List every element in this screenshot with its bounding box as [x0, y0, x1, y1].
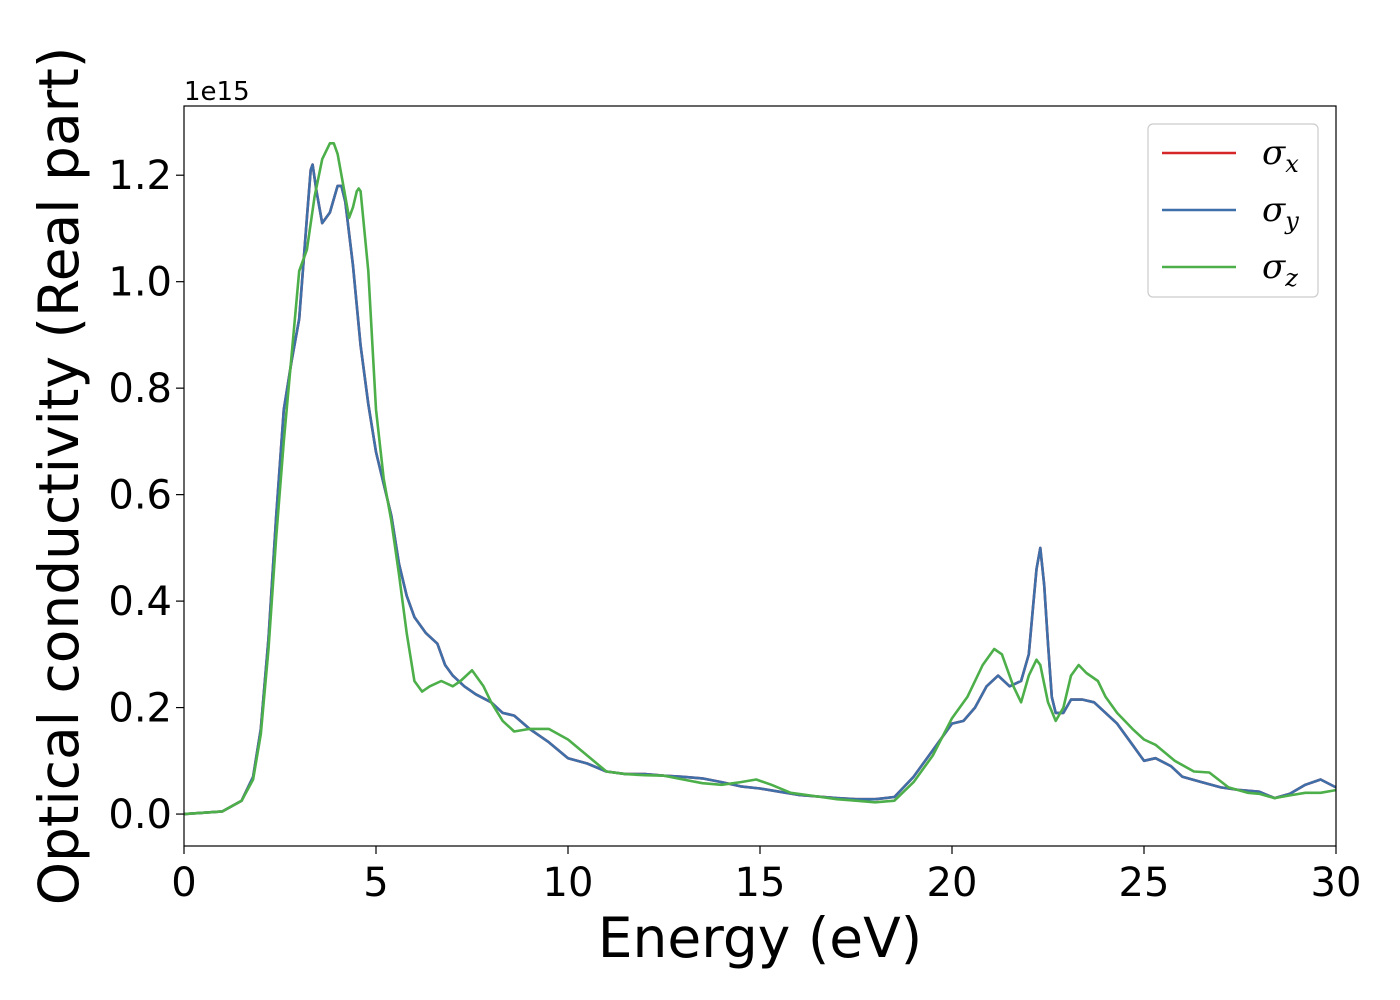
y-tick-label: 0.4: [108, 579, 172, 625]
axis-ticks: 0 5 10 15 20 25 30 0.0 0.2 0.4 0.6 0.8 1.0 1.2: [108, 153, 1361, 906]
y-tick-label: 0.0: [108, 792, 172, 838]
x-tick-label: 0: [171, 860, 196, 906]
x-tick-label: 30: [1311, 860, 1362, 906]
x-axis-label: Energy (eV): [598, 906, 922, 970]
y-tick-label: 1.0: [108, 260, 172, 306]
x-tick-label: 10: [543, 860, 594, 906]
y-axis-label: Optical conductivity (Real part): [27, 47, 91, 906]
series-line-z: [184, 142, 1336, 816]
y-tick-label: 0.8: [108, 366, 172, 412]
x-tick-label: 5: [363, 860, 388, 906]
x-tick-label: 20: [927, 860, 978, 906]
y-offset-label: 1e15: [184, 77, 250, 107]
x-tick-label: 25: [1119, 860, 1170, 906]
legend-label-x: σx: [1262, 133, 1299, 178]
y-tick-label: 1.2: [108, 153, 172, 199]
y-tick-label: 0.6: [108, 473, 172, 519]
legend-label-y: σy: [1262, 190, 1299, 235]
legend-label-z: σz: [1262, 247, 1298, 292]
legend: σx σy σz: [1147, 123, 1319, 298]
y-tick-label: 0.2: [108, 686, 172, 732]
x-tick-label: 15: [735, 860, 786, 906]
series-lines: [184, 142, 1336, 816]
series-line-y: [184, 163, 1336, 816]
